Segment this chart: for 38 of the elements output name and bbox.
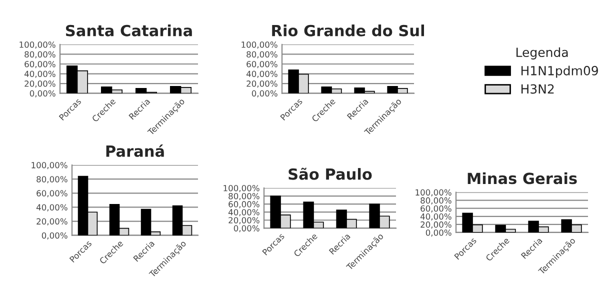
y-tick-label: 60,00% bbox=[420, 205, 452, 212]
y-tick-label: 40,00% bbox=[246, 70, 278, 78]
y-tick-label: 80,00% bbox=[24, 51, 56, 58]
y-tick-label: 100,00% bbox=[32, 162, 68, 170]
legend-label: H3N2 bbox=[521, 84, 554, 94]
y-tick-label: 60,00% bbox=[246, 60, 278, 68]
y-tick-label: 20,00% bbox=[420, 221, 452, 229]
y-tick-label: 20,00% bbox=[36, 218, 68, 226]
y-tick-label: 20,00% bbox=[228, 217, 260, 224]
y-tick-label: 100,00% bbox=[242, 41, 278, 49]
y-tick-label: 80,00% bbox=[36, 176, 68, 184]
y-tick-label: 0,00% bbox=[252, 90, 278, 98]
y-tick-label: 80,00% bbox=[228, 193, 260, 200]
chart-title: Rio Grande do Sul bbox=[272, 24, 424, 36]
y-tick-label: 0,00% bbox=[426, 229, 452, 237]
legend-title: Legenda bbox=[516, 47, 568, 60]
y-tick-label: 80,00% bbox=[246, 51, 278, 58]
chart-title: Paraná bbox=[106, 144, 164, 157]
chart-title: Minas Gerais bbox=[468, 172, 577, 184]
y-tick-label: 0,00% bbox=[42, 232, 68, 240]
y-tick-label: 20,00% bbox=[246, 80, 278, 88]
chart-title: Santa Catarina bbox=[66, 24, 192, 36]
y-tick-label: 40,00% bbox=[420, 213, 452, 221]
y-tick-label: 100,00% bbox=[20, 41, 56, 49]
y-tick-label: 0,00% bbox=[234, 225, 260, 232]
y-tick-label: 60,00% bbox=[24, 60, 56, 68]
y-tick-label: 60,00% bbox=[228, 201, 260, 208]
y-tick-label: 80,00% bbox=[420, 197, 452, 204]
y-tick-label: 20,00% bbox=[24, 80, 56, 88]
chart-title: São Paulo bbox=[288, 168, 372, 180]
y-tick-label: 0,00% bbox=[30, 90, 56, 98]
y-tick-label: 40,00% bbox=[228, 209, 260, 216]
y-tick-label: 40,00% bbox=[36, 204, 68, 212]
y-tick-label: 60,00% bbox=[36, 190, 68, 198]
y-tick-label: 40,00% bbox=[24, 70, 56, 78]
legend-label: H1N1pdm09 bbox=[521, 66, 598, 78]
y-tick-label: 100,00% bbox=[416, 189, 452, 196]
y-tick-label: 100,00% bbox=[224, 184, 260, 192]
